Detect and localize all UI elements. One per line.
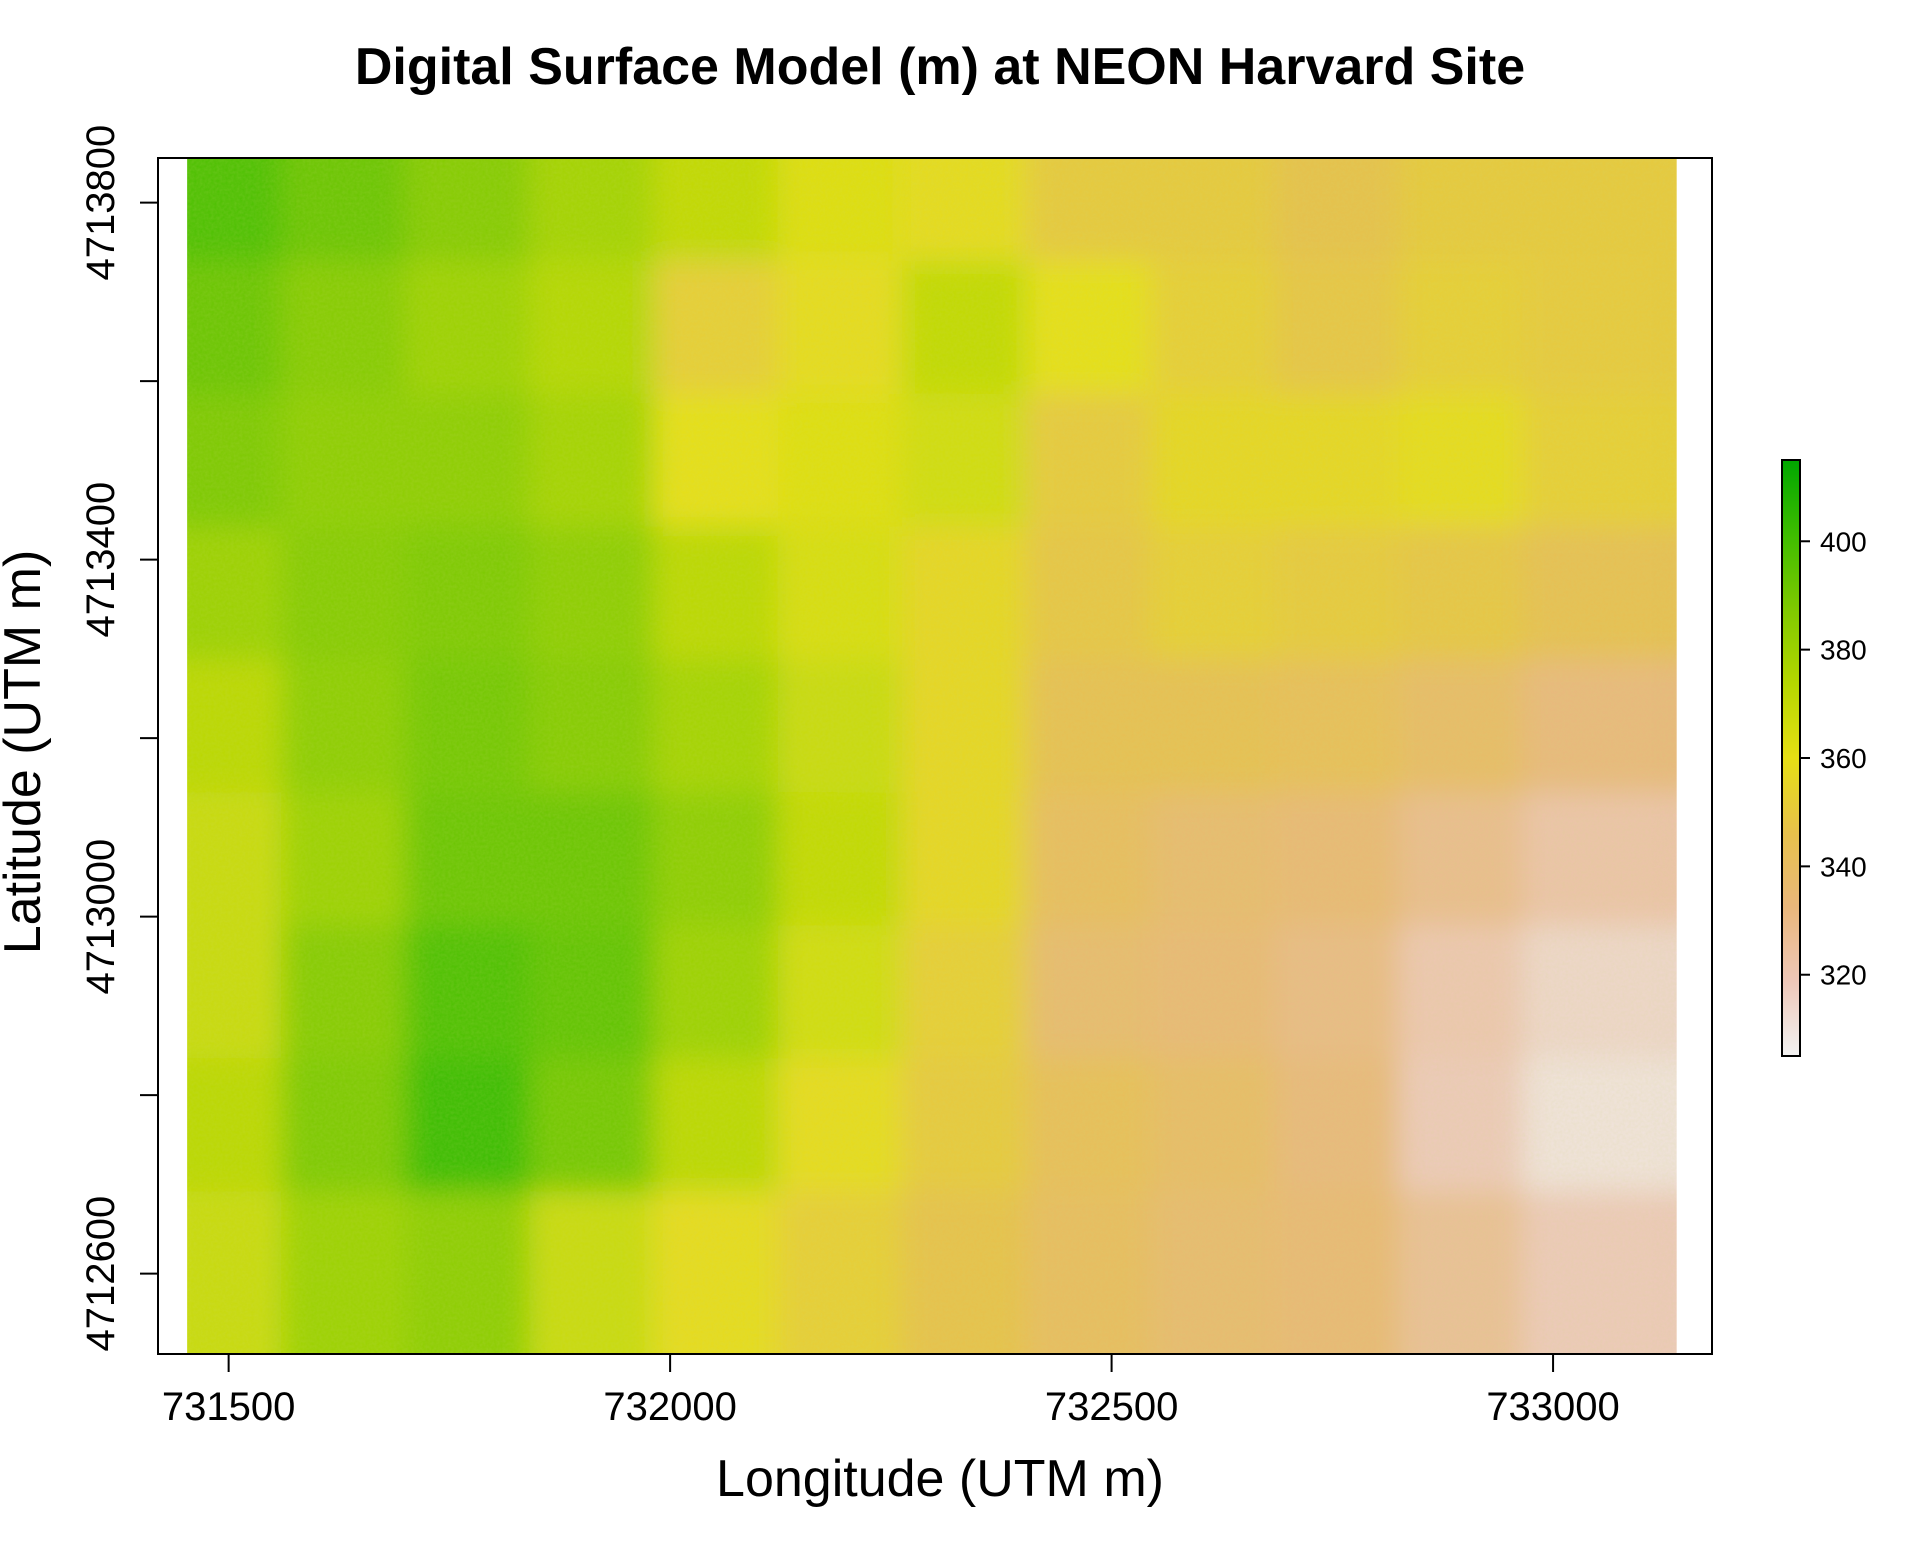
legend-tick-label: 400 xyxy=(1820,526,1867,557)
legend-tick-label: 340 xyxy=(1820,851,1867,882)
y-tick-label: 4712600 xyxy=(79,1196,123,1352)
x-axis-label: Longitude (UTM m) xyxy=(716,1450,1164,1508)
legend-tick-label: 360 xyxy=(1820,743,1867,774)
y-tick-label: 4713800 xyxy=(79,125,123,281)
legend-tick-label: 380 xyxy=(1820,635,1867,666)
x-axis: 731500 732000 732500 733000 xyxy=(162,1354,1620,1429)
x-tick-label: 733000 xyxy=(1486,1385,1619,1429)
x-tick-label: 731500 xyxy=(162,1385,295,1429)
y-axis: 4712600 4713000 4713400 4713800 xyxy=(79,125,158,1352)
color-legend: 320 340 360 380 400 xyxy=(1781,459,1867,1057)
legend-ticks: 320 340 360 380 400 xyxy=(1800,526,1867,991)
elevation-raster xyxy=(187,158,1677,1354)
chart-title: Digital Surface Model (m) at NEON Harvar… xyxy=(355,38,1525,96)
y-tick-label: 4713000 xyxy=(79,839,123,995)
y-axis-label: Latitude (UTM m) xyxy=(0,550,52,955)
y-tick-label: 4713400 xyxy=(79,482,123,638)
plot-frame xyxy=(157,157,1713,1355)
legend-colorbar xyxy=(1781,459,1801,1057)
x-tick-label: 732500 xyxy=(1045,1385,1178,1429)
x-tick-label: 732000 xyxy=(603,1385,736,1429)
legend-tick-label: 320 xyxy=(1820,960,1867,991)
